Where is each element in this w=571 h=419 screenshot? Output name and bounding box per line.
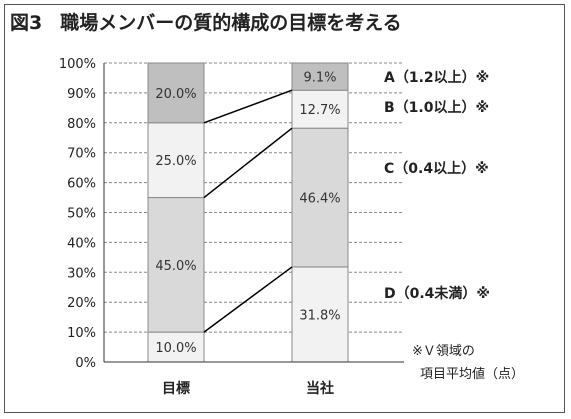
y-tick-label: 30% <box>67 266 96 281</box>
segment-value-label: 12.7% <box>299 103 340 118</box>
category-label: C（0.4以上）※ <box>384 161 489 177</box>
segment-connector <box>203 127 293 199</box>
x-tick-label: 目標 <box>162 380 190 397</box>
x-axis-labels: 目標 当社 <box>162 380 334 397</box>
figure-title: 図3 職場メンバーの質的構成の目標を考える <box>10 8 402 35</box>
segment-connector <box>203 89 293 124</box>
y-tick-label: 20% <box>67 296 96 311</box>
category-label: D（0.4未満）※ <box>384 285 490 302</box>
segment-value-label: 46.4% <box>299 192 340 207</box>
figure-frame <box>4 4 565 413</box>
figure-label: 図3 <box>10 12 43 34</box>
bars <box>147 62 349 363</box>
category-label: B（1.0以上）※ <box>384 100 489 116</box>
segment-value-label: 31.8% <box>299 308 340 323</box>
y-tick-label: 40% <box>67 236 96 251</box>
segment-value-label: 25.0% <box>155 154 196 169</box>
connector-lines <box>203 89 293 333</box>
y-tick-label: 10% <box>67 326 96 341</box>
y-tick-label: 70% <box>67 147 96 162</box>
footnote-line-2: 項目平均値（点） <box>420 366 524 382</box>
y-tick-label: 100% <box>59 57 96 72</box>
bar-segment <box>147 197 205 333</box>
y-axis-ticks: 0% 10% 20% 30% 40% 50% 60% 70% 80% 90% 100% <box>59 57 96 371</box>
x-tick-label: 当社 <box>306 380 334 397</box>
segment-labels: 10.0% 45.0% 25.0% 20.0% 31.8% 46.4% 12.7% 9.1% <box>155 71 340 356</box>
bar-segment <box>291 62 349 91</box>
segment-value-label: 10.0% <box>155 341 196 356</box>
segment-connector <box>203 266 293 333</box>
y-tick-label: 90% <box>67 87 96 102</box>
category-label: A（1.2以上）※ <box>384 70 489 86</box>
footnote: ※Ｖ領域の 項目平均値（点） <box>412 343 524 382</box>
footnote-line-1: ※Ｖ領域の <box>412 343 475 359</box>
y-tick-label: 50% <box>67 207 96 222</box>
bar-segment <box>291 89 349 129</box>
y-tick-label: 80% <box>67 117 96 132</box>
category-labels: A（1.2以上）※ B（1.0以上）※ C（0.4以上）※ D（0.4未満）※ <box>384 70 490 302</box>
segment-value-label: 45.0% <box>155 259 196 274</box>
title-text: 職場メンバーの質的構成の目標を考える <box>60 12 402 34</box>
y-tick-label: 60% <box>67 177 96 192</box>
bar-segment <box>147 122 205 199</box>
segment-value-label: 20.0% <box>155 87 196 102</box>
bar-segment <box>291 127 349 268</box>
segment-value-label: 9.1% <box>303 71 336 86</box>
y-tick-label: 0% <box>75 356 96 371</box>
bar-segment <box>147 62 205 124</box>
